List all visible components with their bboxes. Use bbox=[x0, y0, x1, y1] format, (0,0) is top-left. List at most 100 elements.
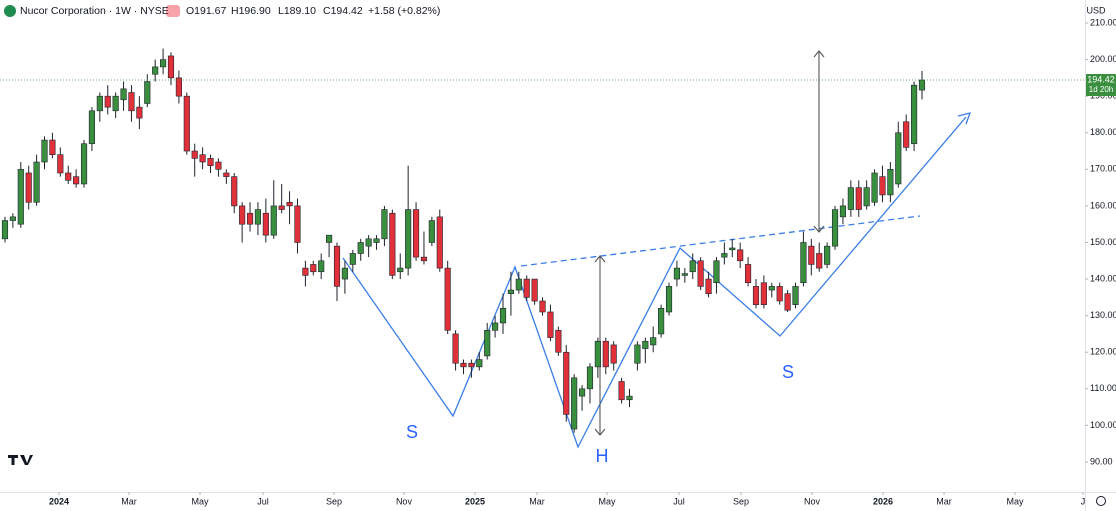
arrow-head bbox=[813, 50, 825, 233]
candle-body bbox=[310, 264, 317, 273]
x-tick-label: May bbox=[191, 496, 209, 506]
candle-body bbox=[531, 278, 538, 302]
candle-body bbox=[49, 139, 56, 155]
price-tag-label: 194.42 bbox=[1087, 74, 1115, 84]
candle-body bbox=[420, 256, 428, 262]
y-tick-label: 90.00 bbox=[1090, 456, 1113, 466]
candle-body bbox=[436, 216, 443, 269]
candle-body bbox=[776, 286, 783, 302]
candle-body bbox=[152, 66, 159, 75]
candle-body bbox=[555, 329, 562, 353]
candle-body bbox=[539, 300, 546, 313]
flag bbox=[166, 5, 180, 17]
candle-body bbox=[231, 176, 238, 207]
candle-body bbox=[563, 351, 570, 415]
candle-body bbox=[262, 212, 269, 236]
candle-body bbox=[405, 209, 412, 269]
candle-body bbox=[918, 79, 926, 91]
y-tick-label: 140.00 bbox=[1090, 273, 1116, 283]
y-tick-label: 180.00 bbox=[1090, 127, 1116, 137]
candle-body bbox=[349, 253, 356, 265]
candle-body bbox=[160, 59, 167, 68]
candle-body bbox=[792, 286, 799, 305]
candle-body bbox=[412, 209, 420, 258]
candle-body bbox=[286, 201, 293, 207]
candle-body bbox=[468, 362, 475, 368]
candle-body bbox=[911, 84, 918, 145]
candle-body bbox=[697, 260, 704, 287]
annotation: S bbox=[782, 362, 794, 382]
symbol-title: Nucor Corporation · 1W · NYSE bbox=[20, 5, 169, 17]
x-tick-label: Jul bbox=[257, 496, 269, 506]
x-tick-label: 2026 bbox=[873, 496, 893, 506]
candle-body bbox=[112, 95, 119, 112]
candle-body bbox=[302, 267, 309, 276]
y-tick-label: 100.00 bbox=[1090, 420, 1116, 430]
candle-body bbox=[515, 278, 522, 291]
candle-body bbox=[476, 359, 483, 368]
pattern bbox=[342, 112, 972, 449]
candle-body bbox=[326, 234, 333, 243]
candle-body bbox=[492, 322, 499, 331]
candle-body bbox=[318, 260, 325, 273]
candle-body bbox=[650, 337, 657, 346]
x-tick-label: May bbox=[598, 496, 616, 506]
candle-body bbox=[381, 209, 388, 240]
y-tick-label: 120.00 bbox=[1090, 347, 1116, 357]
candle-body bbox=[33, 161, 40, 203]
y-tick-label: 150.00 bbox=[1090, 237, 1116, 247]
candle-body bbox=[120, 88, 127, 101]
symbol-logo bbox=[4, 5, 16, 17]
candle-body bbox=[507, 289, 514, 295]
candle-body bbox=[571, 377, 578, 430]
candle-body bbox=[642, 340, 649, 349]
candle-body bbox=[626, 395, 633, 401]
candle-body bbox=[1, 220, 9, 240]
candle-body bbox=[25, 172, 32, 203]
x-tick-label: Jul bbox=[673, 496, 685, 506]
candle-body bbox=[96, 95, 103, 112]
candle-body bbox=[270, 205, 277, 236]
candle-body bbox=[104, 95, 111, 108]
candle-body bbox=[333, 245, 341, 287]
header: Nucor Corporation · 1W · NYSE O191.67 H1… bbox=[4, 5, 440, 17]
y-tick-label: 110.00 bbox=[1090, 383, 1116, 393]
annotation: S bbox=[406, 422, 418, 442]
candle-body bbox=[673, 267, 680, 280]
candle-body bbox=[452, 333, 459, 364]
open: O191.67 bbox=[186, 5, 226, 17]
candle-body bbox=[167, 55, 175, 79]
candle-body bbox=[223, 172, 230, 177]
candle-body bbox=[254, 209, 262, 225]
x-tick-label: J bbox=[1081, 496, 1086, 506]
candle-body bbox=[397, 267, 404, 273]
candle-body bbox=[665, 286, 673, 313]
candle-body bbox=[713, 260, 720, 284]
candle-body bbox=[784, 293, 791, 311]
candle-body bbox=[183, 95, 190, 152]
x-tick-label: 2024 bbox=[49, 496, 69, 506]
y-tick-label: 160.00 bbox=[1090, 200, 1116, 210]
candle-body bbox=[895, 132, 902, 185]
y-tick-label: 200.00 bbox=[1090, 54, 1116, 64]
candle-body bbox=[373, 238, 380, 243]
candle-body bbox=[871, 172, 878, 203]
candle-body bbox=[618, 381, 625, 401]
candle-body bbox=[721, 253, 728, 258]
candle-body bbox=[737, 249, 744, 262]
candle-body bbox=[175, 77, 182, 97]
candle-body bbox=[357, 242, 364, 254]
x-tick-label: Mar bbox=[529, 496, 545, 506]
candle-body bbox=[499, 308, 507, 324]
arrow-head bbox=[594, 255, 606, 436]
x-tick-label: Mar bbox=[936, 496, 952, 506]
price-tag bbox=[1086, 74, 1116, 97]
candle-body bbox=[745, 264, 752, 284]
candle-body bbox=[808, 245, 815, 265]
candle-body bbox=[144, 81, 151, 104]
candle-body bbox=[681, 273, 688, 276]
candle-body bbox=[88, 110, 96, 145]
pattern-line bbox=[342, 116, 967, 449]
